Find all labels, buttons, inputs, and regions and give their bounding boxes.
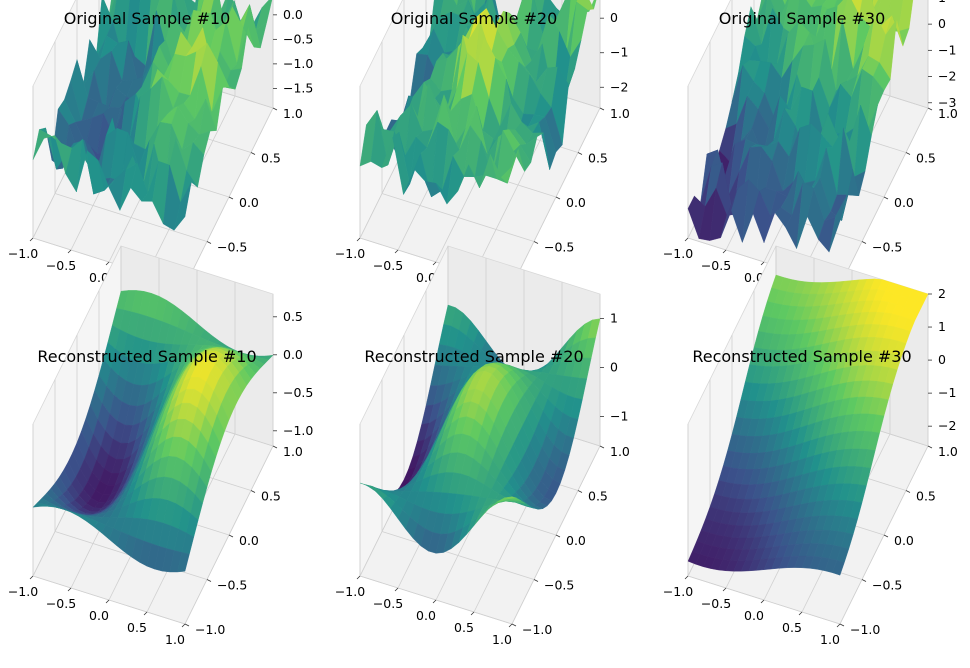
y-tick-label: 0.0: [894, 533, 914, 548]
subplot-6: Reconstructed Sample #30 −1.0 −0.5 0.0 0.5 1.…: [663, 245, 958, 647]
x-tick-label: 0.0: [744, 608, 764, 623]
z-tick-label: −1.0: [283, 56, 313, 71]
x-tick-label: 0.0: [89, 608, 109, 623]
x-tick-label: 1.0: [820, 632, 840, 647]
subplot-title: Original Sample #10: [64, 9, 231, 28]
y-tick-label: −1.0: [195, 622, 225, 637]
surface-facet: [453, 0, 459, 7]
surface: [32, 0, 273, 231]
y-tick-label: −0.5: [872, 240, 902, 255]
x-tick-label: −1.0: [8, 246, 38, 261]
y-tick-label: 0.5: [588, 489, 608, 504]
x-tick-label: 1.0: [492, 632, 512, 647]
subplot-5: Reconstructed Sample #20 −1.0 −0.5 0.0 0.5 1.…: [335, 245, 630, 647]
x-tick-label: 1.0: [165, 632, 185, 647]
subplot-title: Reconstructed Sample #20: [364, 347, 583, 366]
surface-facet: [832, 559, 845, 576]
x-tick-label: −0.5: [373, 596, 403, 611]
z-tick-label: −1: [938, 42, 956, 57]
z-tick-label: 0.5: [283, 309, 303, 324]
z-tick-label: 2: [938, 286, 946, 301]
z-tick-label: 1: [610, 311, 618, 326]
z-tick-label: −2: [938, 69, 956, 84]
z-tick-label: −1: [610, 409, 628, 424]
y-tick-label: 1.0: [610, 106, 630, 121]
y-tick-label: 1.0: [283, 106, 303, 121]
surface-facet: [828, 196, 847, 253]
y-tick-label: −1.0: [850, 622, 880, 637]
y-tick-label: 0.0: [239, 533, 259, 548]
x-tick-label: −0.5: [373, 258, 403, 273]
y-tick-label: 0.0: [894, 195, 914, 210]
x-tick-label: 0.5: [782, 620, 802, 635]
x-tick-label: 0.0: [416, 608, 436, 623]
subplot-title: Original Sample #20: [391, 9, 558, 28]
z-tick-label: 0.0: [283, 347, 303, 362]
x-tick-label: −1.0: [335, 246, 365, 261]
surface-facet: [470, 0, 477, 15]
subplot-title: Reconstructed Sample #30: [692, 347, 911, 366]
z-tick-label: 0: [938, 16, 946, 31]
y-tick-label: −0.5: [217, 578, 247, 593]
z-tick-label: −0.5: [283, 385, 313, 400]
x-tick-label: 0.5: [127, 620, 147, 635]
y-tick-label: 1.0: [938, 106, 958, 121]
z-tick-label: 0: [938, 352, 946, 367]
y-tick-label: −0.5: [217, 240, 247, 255]
y-tick-label: 0.0: [566, 195, 586, 210]
subplot-title: Reconstructed Sample #10: [37, 347, 256, 366]
x-tick-label: −1.0: [335, 584, 365, 599]
z-tick-label: −3: [938, 95, 956, 110]
surface: [359, 304, 601, 554]
y-tick-label: 0.5: [916, 489, 936, 504]
y-tick-label: 0.5: [261, 151, 281, 166]
y-tick-label: 0.0: [239, 195, 259, 210]
surface-facet: [504, 496, 517, 499]
z-tick-label: −1: [610, 45, 628, 60]
z-tick-label: 0.0: [283, 7, 303, 22]
y-tick-label: 0.0: [566, 533, 586, 548]
y-tick-label: 0.5: [588, 151, 608, 166]
z-tick-label: 1: [938, 0, 946, 5]
surface: [687, 0, 914, 253]
z-tick-label: −1.5: [283, 80, 313, 95]
y-tick-label: 1.0: [610, 444, 630, 459]
x-tick-label: −0.5: [46, 596, 76, 611]
y-tick-label: 0.5: [261, 489, 281, 504]
z-tick-label: −1: [938, 385, 956, 400]
x-tick-label: −1.0: [663, 246, 693, 261]
y-tick-label: −0.5: [544, 240, 574, 255]
x-tick-label: −0.5: [46, 258, 76, 273]
z-tick-label: 1: [938, 319, 946, 334]
z-tick-label: −2: [610, 79, 628, 94]
subplot-title: Original Sample #30: [719, 9, 886, 28]
subplot-2: Original Sample #20−1.0−0.50.00.51.0−1.0…: [335, 0, 630, 309]
surface: [687, 274, 929, 576]
z-tick-label: 0: [610, 360, 618, 375]
surface: [359, 0, 597, 205]
y-tick-label: 1.0: [283, 444, 303, 459]
y-tick-label: −0.5: [544, 578, 574, 593]
y-tick-label: 0.5: [916, 151, 936, 166]
subplot-1: Original Sample #10 −1.0 −0.5 0.0 0.5 1.0 −1.0…: [8, 0, 313, 309]
z-tick-label: −0.5: [283, 31, 313, 46]
surface: [32, 290, 274, 573]
x-tick-label: −0.5: [701, 596, 731, 611]
subplot-4: Reconstructed Sample #10 −1.0 −0.5 0.0 0.5 1.…: [8, 245, 313, 647]
surface-facet: [173, 182, 192, 231]
surface-facet: [500, 149, 519, 184]
x-tick-label: −1.0: [663, 584, 693, 599]
x-tick-label: 0.5: [454, 620, 474, 635]
z-tick-label: −2: [938, 418, 956, 433]
z-tick-label: −1.0: [283, 423, 313, 438]
y-tick-label: −0.5: [872, 578, 902, 593]
surface-facet: [177, 552, 190, 573]
y-tick-label: −1.0: [522, 622, 552, 637]
y-tick-label: 1.0: [938, 444, 958, 459]
x-tick-label: −0.5: [701, 258, 731, 273]
z-tick-label: 0: [610, 10, 618, 25]
x-tick-label: −1.0: [8, 584, 38, 599]
